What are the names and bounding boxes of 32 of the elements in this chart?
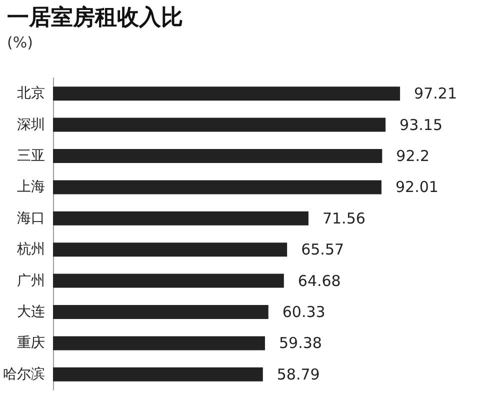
- data-label: 60.33: [282, 303, 326, 321]
- bar: [53, 149, 382, 163]
- y-tick-label: 哈尔滨: [3, 366, 45, 382]
- y-tick-label: 上海: [17, 179, 45, 196]
- bar: [53, 305, 268, 319]
- bar: [53, 211, 308, 226]
- bar: [53, 86, 400, 101]
- y-tick-label: 重庆: [17, 335, 45, 352]
- data-label: 92.01: [395, 178, 438, 196]
- data-label: 92.2: [396, 147, 430, 165]
- y-tick-label: 杭州: [16, 242, 45, 258]
- chart-title: 一居室房租收入比: [7, 4, 183, 30]
- data-label: 64.68: [298, 272, 341, 290]
- bar: [53, 118, 386, 132]
- y-tick-label: 大连: [17, 304, 45, 320]
- y-tick-label: 深圳: [17, 116, 45, 133]
- bar: [53, 274, 284, 288]
- bar: [53, 336, 265, 350]
- bar: [53, 242, 288, 257]
- data-label: 93.15: [400, 116, 442, 134]
- bar: [53, 367, 263, 382]
- data-label: 58.79: [276, 365, 320, 384]
- y-tick-label: 三亚: [17, 148, 45, 164]
- data-label: 71.56: [322, 209, 366, 228]
- data-label: 65.57: [301, 240, 344, 259]
- y-tick-label: 海口: [17, 210, 45, 226]
- chart-subtitle: (%): [7, 34, 33, 52]
- data-label: 59.38: [278, 334, 322, 352]
- y-tick-label: 广州: [17, 272, 45, 289]
- bar: [53, 180, 382, 194]
- data-label: 97.21: [414, 84, 457, 103]
- y-tick-label: 北京: [17, 86, 45, 102]
